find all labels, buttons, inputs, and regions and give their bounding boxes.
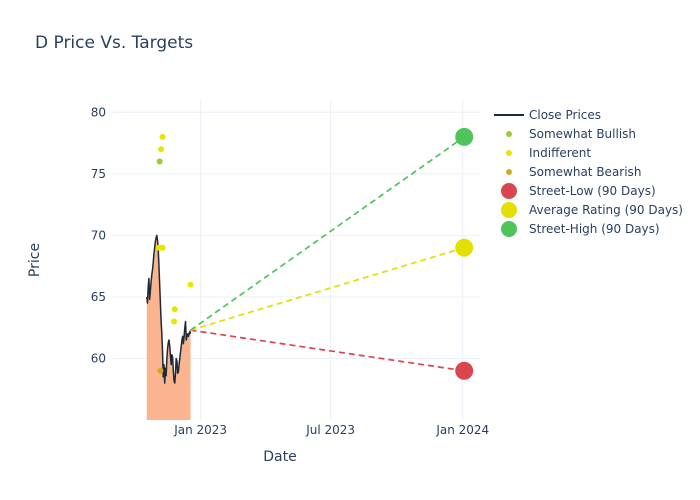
grid-lines <box>113 100 480 420</box>
rating-points <box>155 133 194 374</box>
x-tick-label: Jan 2024 <box>435 423 489 437</box>
x-axis-title: Date <box>263 449 296 465</box>
legend-item-street-low-90-days[interactable]: Street-Low (90 Days) <box>501 183 656 199</box>
street-high-90-days-point <box>455 127 474 146</box>
indifferent-point <box>159 244 166 251</box>
indifferent-point <box>158 146 165 153</box>
average-rating-90-days-line <box>190 246 465 331</box>
legend-item-average-rating-90-days[interactable]: Average Rating (90 Days) <box>501 202 683 218</box>
legend-label: Somewhat Bearish <box>529 165 641 179</box>
legend-swatch <box>506 169 512 175</box>
close-price-line <box>146 234 192 384</box>
legend: Close Prices Somewhat Bullish Indifferent S… <box>494 108 683 237</box>
indifferent-point <box>187 281 194 288</box>
legend-item-street-high-90-days[interactable]: Street-High (90 Days) <box>501 221 660 237</box>
y-tick-label: 60 <box>91 351 106 365</box>
target-lines <box>190 136 465 372</box>
y-tick-label: 70 <box>91 228 106 242</box>
legend-item-indifferent[interactable]: Indifferent <box>506 146 591 160</box>
legend-label: Close Prices <box>529 108 601 122</box>
legend-item-somewhat-bullish[interactable]: Somewhat Bullish <box>506 127 636 141</box>
chart-title: D Price Vs. Targets <box>35 33 194 53</box>
legend-swatch <box>506 131 512 137</box>
legend-label: Average Rating (90 Days) <box>529 203 683 217</box>
target-points <box>455 127 474 380</box>
x-tick-label: Jul 2023 <box>305 423 355 437</box>
close-price-area <box>146 235 191 420</box>
x-axis-ticks: Jan 2023 Jul 2023 Jan 2024 <box>173 423 489 437</box>
legend-swatch <box>506 150 512 156</box>
legend-swatch <box>501 221 517 237</box>
legend-label: Street-High (90 Days) <box>529 222 660 236</box>
legend-item-close-prices[interactable]: Close Prices <box>494 108 601 122</box>
somewhat-bullish-point <box>156 158 163 165</box>
y-axis-title: Price <box>27 243 43 277</box>
indifferent-point <box>171 318 178 325</box>
legend-item-somewhat-bearish[interactable]: Somewhat Bearish <box>506 165 641 179</box>
legend-label: Somewhat Bullish <box>529 127 636 141</box>
indifferent-point <box>171 306 178 313</box>
y-axis-ticks: 60 65 70 75 80 <box>91 105 106 365</box>
y-tick-label: 75 <box>91 167 106 181</box>
average-rating-90-days-point <box>455 238 474 257</box>
street-low-90-days-line <box>190 329 465 372</box>
street-low-90-days-point <box>455 361 474 380</box>
close-price-fill <box>146 235 191 420</box>
y-tick-label: 80 <box>91 105 106 119</box>
x-tick-label: Jan 2023 <box>173 423 227 437</box>
somewhat-bearish-point <box>157 367 164 374</box>
legend-swatch <box>501 202 517 218</box>
indifferent-point <box>159 133 166 140</box>
legend-swatch <box>501 183 517 199</box>
y-tick-label: 65 <box>91 290 106 304</box>
legend-label: Indifferent <box>529 146 591 160</box>
close-price-line-layer <box>146 234 192 384</box>
legend-label: Street-Low (90 Days) <box>529 184 656 198</box>
street-high-90-days-line <box>190 136 465 331</box>
